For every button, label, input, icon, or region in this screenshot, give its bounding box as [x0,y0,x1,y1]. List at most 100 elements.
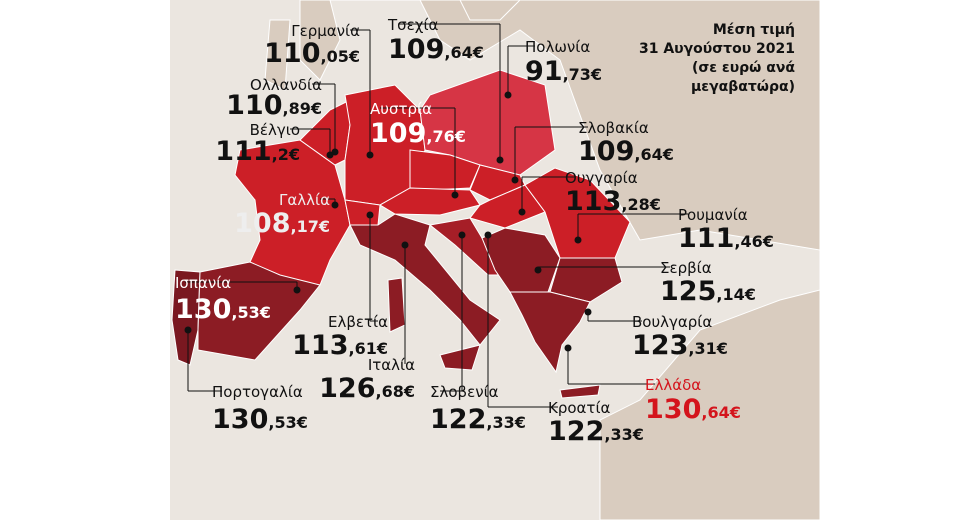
price-fraction: ,14€ [716,285,755,304]
marker-dot [564,344,572,352]
price: 130,53€ [212,404,308,435]
price-whole: 108 [234,208,290,239]
price-fraction: ,31€ [688,339,727,358]
price: 91,73€ [525,56,602,87]
countries [171,69,631,399]
title-line: μεγαβατώρα) [691,79,795,95]
land [264,0,821,520]
price-fraction: ,64€ [701,403,740,422]
price: 122,33€ [430,404,526,435]
marker-dot [184,326,192,334]
marker-dot [518,208,526,216]
country-name: Ρουμανία [678,206,748,224]
country-name: Κροατία [548,399,611,417]
price-whole: 130 [645,394,701,425]
price: 122,33€ [548,416,644,447]
country-name: Πολωνία [525,38,590,56]
country-name: Πορτογαλία [212,383,303,401]
price: 125,14€ [660,276,756,307]
country-name: Ιταλία [368,356,415,374]
price-whole: 130 [175,294,231,325]
marker-dot [331,201,339,209]
marker-dot [484,231,492,239]
price-whole: 113 [565,186,621,217]
marker-dot [511,176,519,184]
price-whole: 126 [319,373,375,404]
price-fraction: ,89€ [283,99,322,118]
country-name: Γερμανία [291,22,360,40]
price-fraction: ,64€ [634,145,673,164]
price: 113,61€ [292,330,388,361]
title-line: (σε ευρώ ανά [692,60,795,76]
price-fraction: ,17€ [291,217,330,236]
price-whole: 110 [264,38,320,69]
country-name: Ελβετία [328,313,388,331]
marker-dot [293,286,301,294]
marker-dot [451,191,459,199]
marker-dot [458,231,466,239]
country-name: Τσεχία [387,16,439,34]
price-whole: 109 [578,136,634,167]
price: 130,64€ [645,394,741,425]
country-name: Ολλανδία [250,76,322,94]
price-whole: 91 [525,56,563,87]
marker-dot [401,241,409,249]
marker-dot [366,151,374,159]
price: 109,64€ [388,34,484,65]
price-fraction: ,05€ [321,47,360,66]
price-whole: 111 [678,223,734,254]
price-fraction: ,73€ [563,65,602,84]
price: 110,05€ [264,38,360,69]
price-fraction: ,61€ [349,339,388,358]
country-name: Σλοβακία [578,119,649,137]
price: 109,64€ [578,136,674,167]
price: 110,89€ [226,90,322,121]
price: 113,28€ [565,186,661,217]
price-whole: 123 [632,330,688,361]
price: 123,31€ [632,330,728,361]
price-whole: 109 [370,118,426,149]
price: 126,68€ [319,373,415,404]
price-whole: 113 [292,330,348,361]
price-whole: 122 [548,416,604,447]
price-fraction: ,68€ [376,382,415,401]
country-name: Βουλγαρία [632,313,712,331]
price-fraction: ,64€ [444,43,483,62]
price-fraction: ,76€ [426,127,465,146]
price-whole: 125 [660,276,716,307]
price-whole: 122 [430,404,486,435]
title-line: 31 Αυγούστου 2021 [639,41,795,57]
marker-dot [366,211,374,219]
price: 111,46€ [678,223,774,254]
country-name: Σλοβενία [430,383,499,401]
marker-dot [574,236,582,244]
price-whole: 111 [215,136,271,167]
country-name: Ελλάδα [645,376,701,394]
price: 111,2€ [215,136,300,167]
country-name: Ουγγαρία [565,169,638,187]
price: 130,53€ [175,294,271,325]
country-name: Αυστρία [370,100,432,118]
price: 108,17€ [234,208,330,239]
marker-dot [534,266,542,274]
country-name: Σερβία [660,259,712,277]
price-fraction: ,2€ [272,145,300,164]
country-name: Βέλγιο [250,121,300,139]
marker-dot [584,308,592,316]
price-fraction: ,53€ [268,413,307,432]
price-whole: 110 [226,90,282,121]
marker-dot [326,151,334,159]
price-fraction: ,53€ [231,303,270,322]
price-fraction: ,46€ [734,232,773,251]
price-fraction: ,33€ [604,425,643,444]
marker-dot [504,91,512,99]
country-name: Γαλλία [279,191,330,209]
price-fraction: ,33€ [486,413,525,432]
country-name: Ισπανία [175,274,231,292]
title-line: Μέση τιμή [713,22,795,38]
price: 109,76€ [370,118,466,149]
marker-dot [496,156,504,164]
price-whole: 130 [212,404,268,435]
